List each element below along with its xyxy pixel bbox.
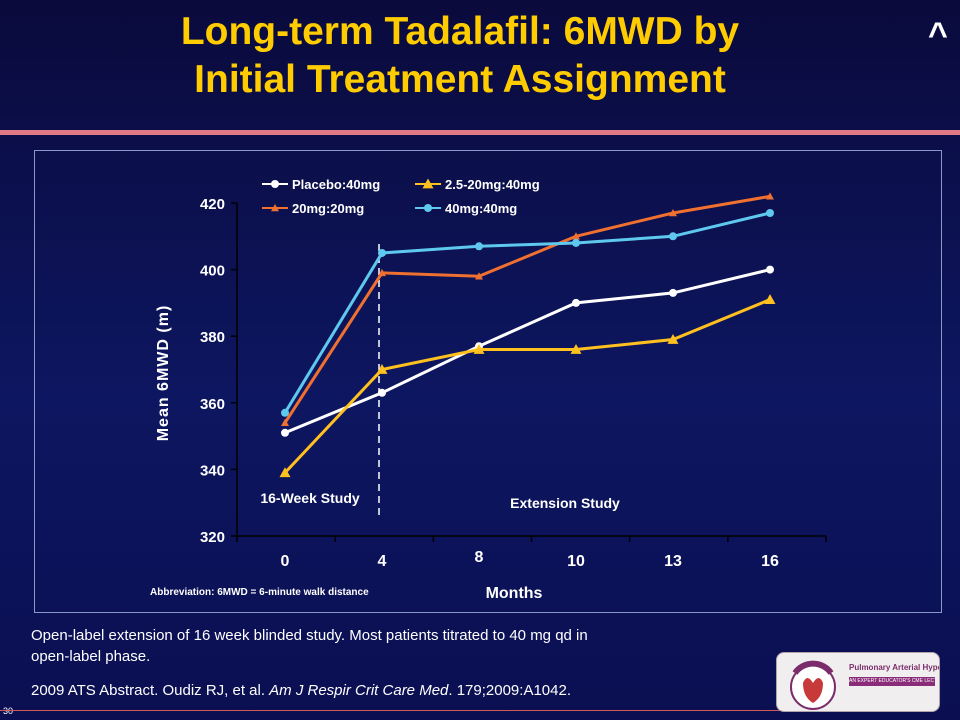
y-axis-title: Mean 6MWD (m) xyxy=(155,305,172,442)
data-point-2-5-20mg-40mg xyxy=(667,334,679,344)
x-tick-label: 16 xyxy=(761,553,779,570)
series-line-placebo-40mg xyxy=(284,268,771,435)
title-divider xyxy=(0,130,960,135)
footnote-line2: open-label phase. xyxy=(31,648,151,665)
data-point-placebo-40mg xyxy=(766,265,774,274)
x-tick-label: 8 xyxy=(475,549,484,566)
slide-title: Long-term Tadalafil: 6MWD by Initial Tre… xyxy=(60,8,860,104)
navigation-caret-icon[interactable]: ^ xyxy=(928,16,948,54)
legend-marker-2-5-20mg-40mg xyxy=(422,178,434,189)
data-point-20mg-20mg xyxy=(281,418,289,426)
data-point-2-5-20mg-40mg xyxy=(473,344,485,354)
line-chart: 320 340 360 380 400 420 0 4 8 10 13 16 Months Mean 6M… xyxy=(150,177,827,602)
annotation-16-week-study: 16-Week Study xyxy=(260,490,360,506)
slide-title-line1: Long-term Tadalafil: 6MWD by xyxy=(180,10,740,53)
legend-label-20mg-20mg: 20mg:20mg xyxy=(292,201,364,216)
slide-title-line2: Initial Treatment Assignment xyxy=(194,58,726,101)
data-point-40mg-40mg xyxy=(378,248,386,257)
citation-journal: Am J Respir Crit Care Med xyxy=(269,682,449,699)
footnote: Open-label extension of 16 week blinded … xyxy=(31,625,751,667)
logo-main-text: Pulmonary Arterial Hypertension xyxy=(849,663,939,672)
chart-frame xyxy=(34,150,942,613)
data-point-20mg-20mg xyxy=(378,268,386,277)
bottom-divider xyxy=(0,710,780,711)
data-point-2-5-20mg-40mg xyxy=(376,364,388,374)
data-point-2-5-20mg-40mg xyxy=(279,467,291,478)
legend-label-2-5-20mg-40mg: 2.5-20mg:40mg xyxy=(445,177,540,192)
data-point-20mg-20mg xyxy=(766,192,774,200)
data-point-20mg-20mg xyxy=(572,232,580,240)
x-tick-label: 0 xyxy=(281,553,290,570)
series-line-20mg-20mg xyxy=(283,194,771,424)
x-tick-label: 10 xyxy=(567,553,585,570)
data-point-40mg-40mg xyxy=(475,242,483,251)
logo-graphic xyxy=(790,660,836,710)
data-point-placebo-40mg xyxy=(281,428,289,437)
data-point-40mg-40mg xyxy=(669,232,677,241)
citation-tail: . 179;2009:A1042. xyxy=(448,682,571,699)
footnote-line1: Open-label extension of 16 week blinded … xyxy=(31,627,588,644)
annotation-extension-study: Extension Study xyxy=(510,495,620,511)
legend-marker-20mg-20mg xyxy=(271,204,279,212)
x-tick-label: 4 xyxy=(378,553,387,570)
legend-marker-40mg-40mg xyxy=(424,204,432,212)
legend-label-40mg-40mg: 40mg:40mg xyxy=(445,201,517,216)
y-tick-label: 340 xyxy=(200,462,225,479)
page-number: 30 xyxy=(3,706,14,716)
y-tick-label: 380 xyxy=(200,329,225,346)
legend-label-placebo-40mg: Placebo:40mg xyxy=(292,177,380,192)
x-axis-title: Months xyxy=(486,585,543,602)
data-point-placebo-40mg xyxy=(378,388,386,397)
data-point-2-5-20mg-40mg xyxy=(764,294,776,304)
data-point-40mg-40mg xyxy=(572,238,580,247)
data-point-40mg-40mg xyxy=(281,408,289,417)
y-tick-label: 420 xyxy=(200,196,225,213)
data-point-20mg-20mg xyxy=(669,208,677,217)
data-point-40mg-40mg xyxy=(766,208,774,217)
simply-speaking-logo: Pulmonary Arterial Hypertension AN EXPER… xyxy=(776,652,940,712)
data-point-2-5-20mg-40mg xyxy=(570,344,582,354)
citation-text: 2009 ATS Abstract. Oudiz RJ, et al. xyxy=(31,682,270,699)
y-tick-label: 360 xyxy=(200,396,225,413)
data-point-20mg-20mg xyxy=(475,272,483,280)
series-line-2-5-20mg-40mg xyxy=(283,298,771,474)
data-point-placebo-40mg xyxy=(669,288,677,297)
citation: 2009 ATS Abstract. Oudiz RJ, et al. Am J… xyxy=(31,681,571,701)
data-point-placebo-40mg xyxy=(572,298,580,307)
series-line-40mg-40mg xyxy=(283,211,771,414)
logo-sub-text: AN EXPERT EDUCATOR'S CME LECTURE SERIES xyxy=(849,677,935,686)
x-tick-label: 13 xyxy=(664,553,682,570)
legend-marker-placebo-40mg xyxy=(271,180,279,188)
abbreviation-note: Abbreviation: 6MWD = 6-minute walk dista… xyxy=(150,587,369,598)
y-tick-label: 400 xyxy=(200,263,225,280)
y-tick-label: 320 xyxy=(200,529,225,546)
